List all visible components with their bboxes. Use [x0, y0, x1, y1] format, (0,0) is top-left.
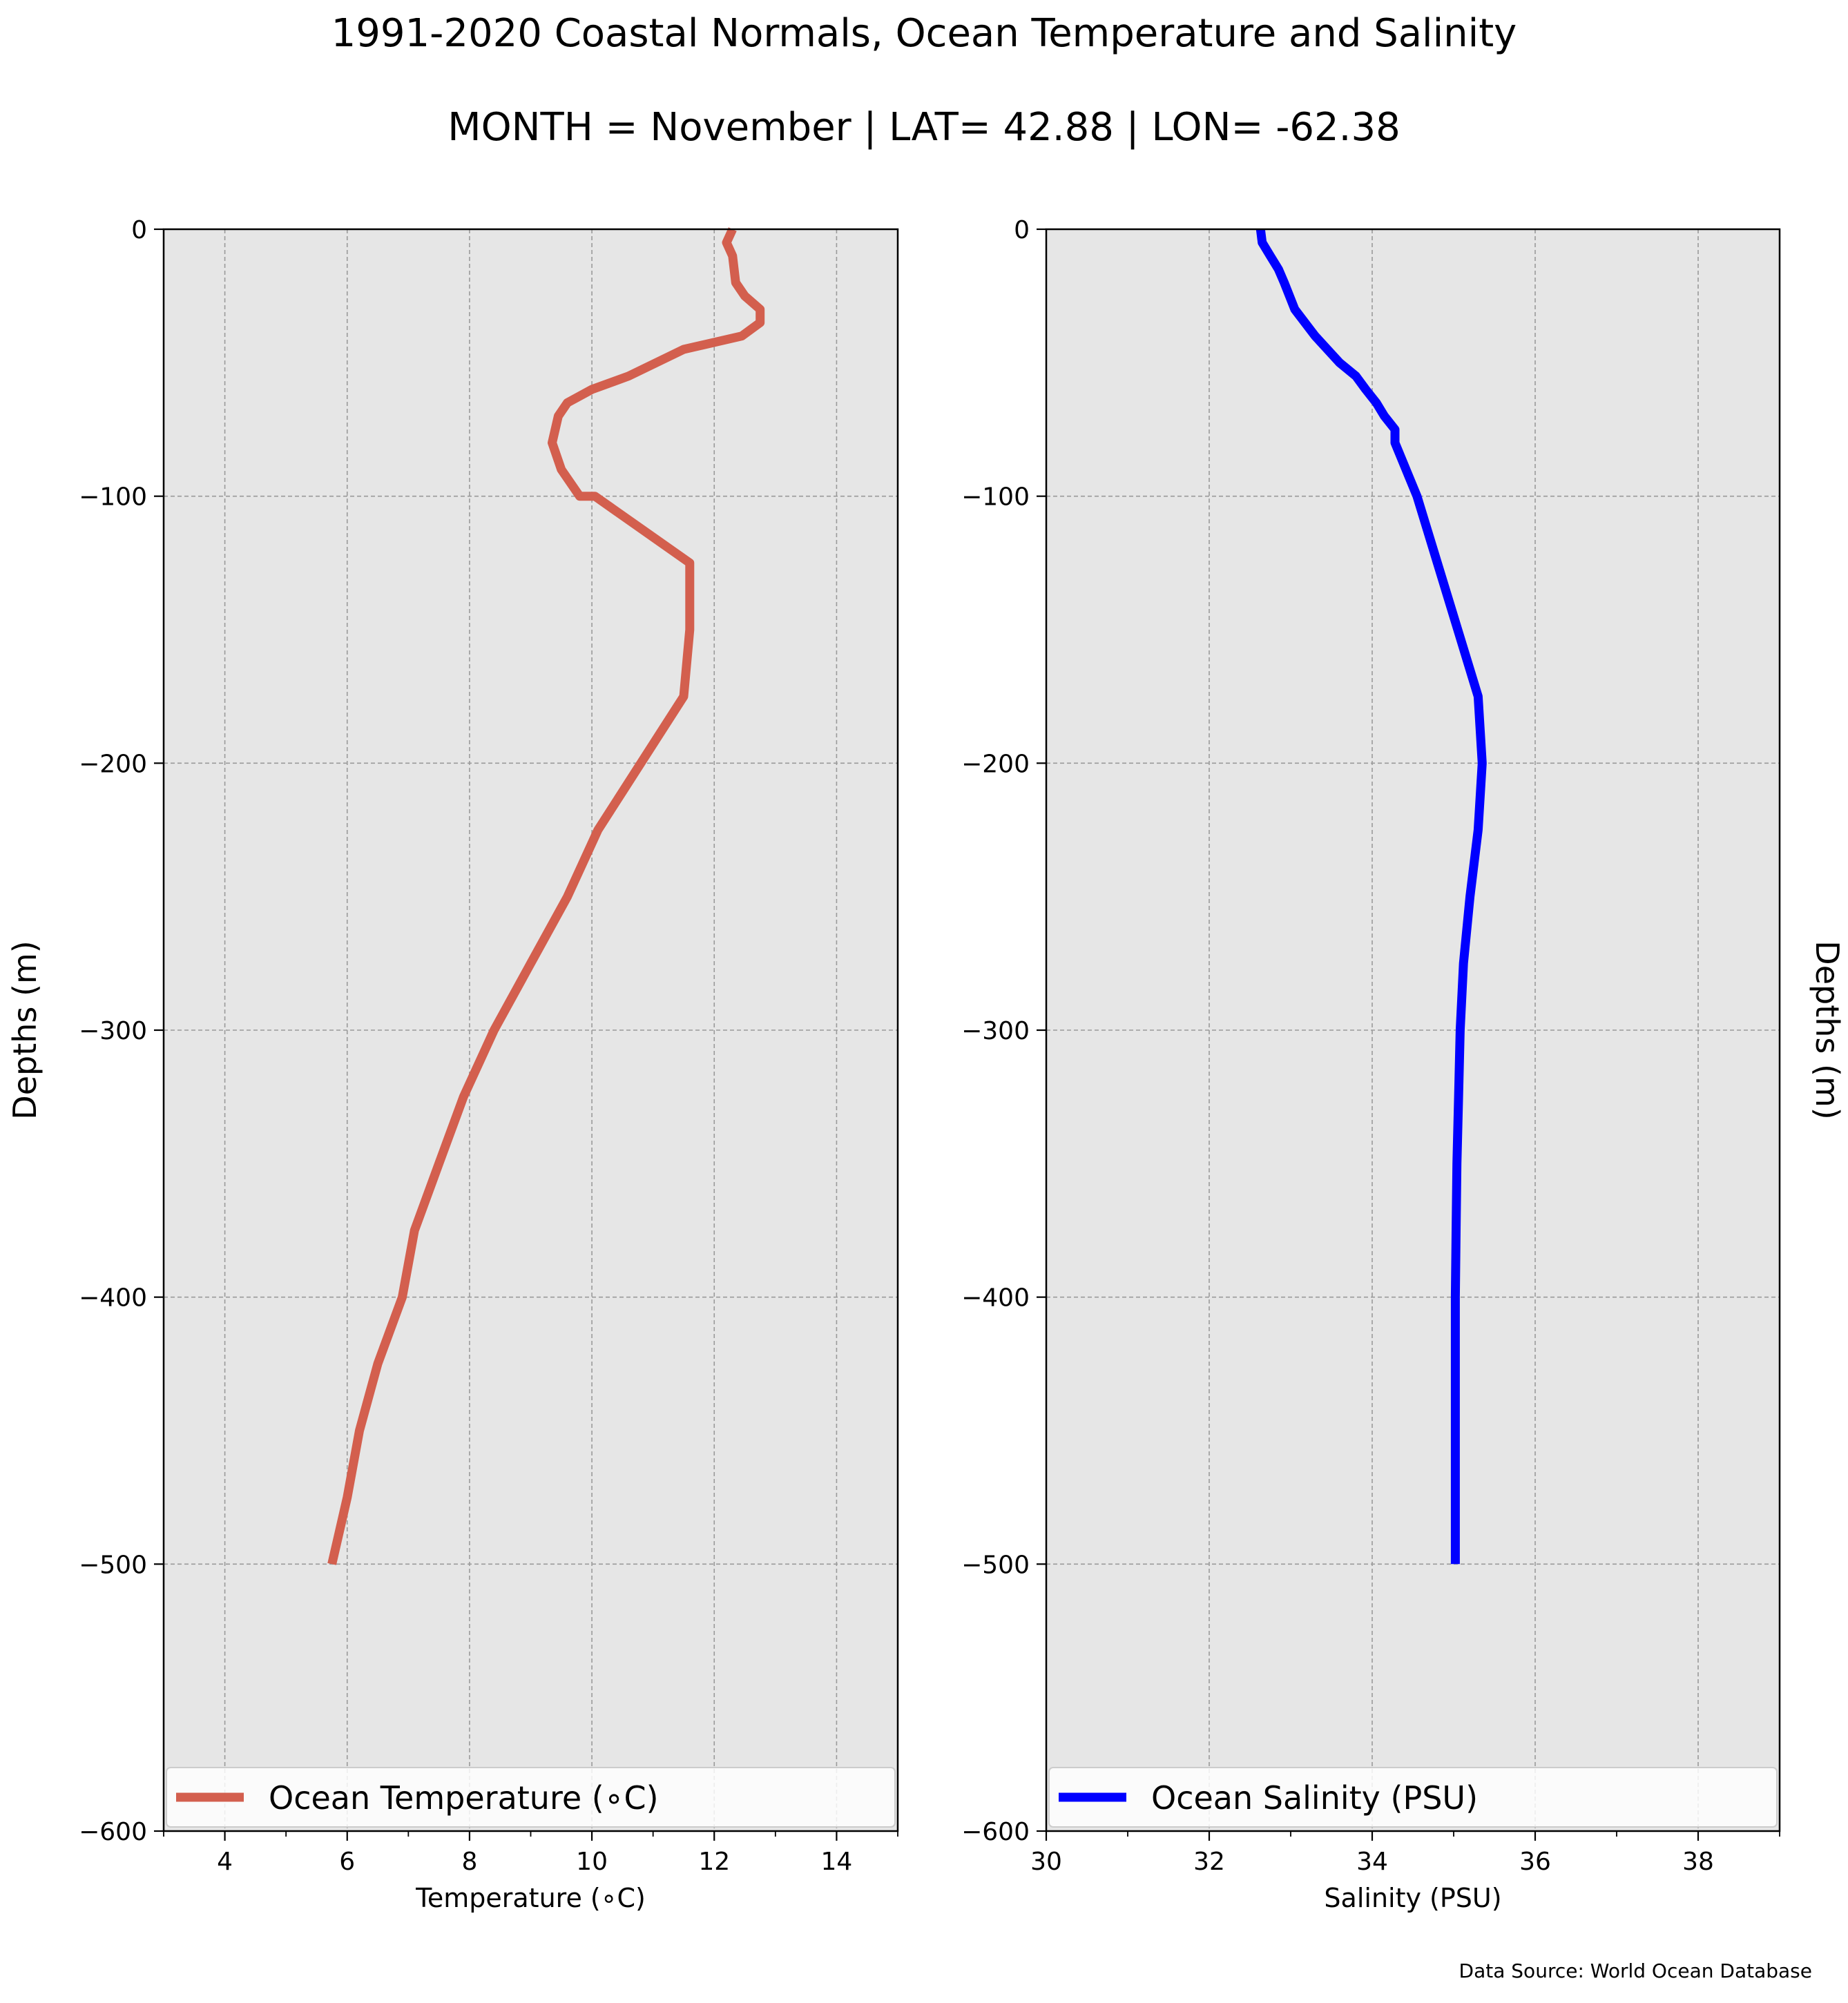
series-line-0 [327, 227, 765, 1565]
y-tick-label: −100 [961, 483, 1030, 512]
x-tick-label: 34 [1356, 1848, 1388, 1876]
x-tick-label: 36 [1519, 1848, 1551, 1876]
y-tick-label: −600 [79, 1818, 147, 1846]
y-tick-label: 0 [131, 216, 147, 244]
y-tick-label: −200 [961, 750, 1030, 778]
x-axis-label: Salinity (PSU) [1324, 1883, 1501, 1913]
x-tick-label: 8 [461, 1848, 477, 1876]
y-tick-label: −600 [961, 1818, 1030, 1846]
x-tick-label: 30 [1030, 1848, 1062, 1876]
legend-label: Ocean Salinity (PSU) [1151, 1779, 1478, 1817]
x-tick-label: 38 [1682, 1848, 1714, 1876]
series-line-0 [1255, 229, 1487, 1565]
y-tick-label: −200 [79, 750, 147, 778]
legend-box [1048, 1767, 1778, 1828]
x-tick-label: 32 [1193, 1848, 1225, 1876]
x-tick-label: 10 [576, 1848, 608, 1876]
legend-label: Ocean Temperature (∘C) [269, 1779, 659, 1817]
y-tick-label: −300 [961, 1017, 1030, 1045]
y-axis-label: Depths (m) [1809, 940, 1846, 1119]
x-tick-label: 6 [339, 1848, 355, 1876]
x-tick-label: 4 [217, 1848, 233, 1876]
x-axis-label: Temperature (∘C) [415, 1883, 646, 1913]
y-tick-label: −100 [79, 483, 147, 512]
salinity-panel: Ocean Salinity (PSU) 30 32 34 36 38 0 −100 −200 −… [961, 216, 1846, 1913]
y-tick-label: −300 [79, 1017, 147, 1045]
figure-title: 1991-2020 Coastal Normals, Ocean Tempera… [331, 11, 1517, 56]
y-tick-label: −500 [79, 1551, 147, 1579]
y-axis-label: Depths (m) [6, 940, 44, 1119]
x-tick-label: 12 [698, 1848, 730, 1876]
figure-subtitle: MONTH = November | LAT= 42.88 | LON= -62… [447, 105, 1401, 150]
x-tick-label: 14 [821, 1848, 853, 1876]
legend-box [166, 1767, 896, 1828]
temperature-panel: Ocean Temperature (∘C) 4 6 8 10 12 14 0 −100 −200… [6, 216, 899, 1913]
y-tick-label: −400 [961, 1284, 1030, 1313]
y-tick-label: −400 [79, 1284, 147, 1313]
y-tick-label: −500 [961, 1551, 1030, 1579]
data-source-note: Data Source: World Ocean Database [1459, 1960, 1812, 1982]
y-tick-label: 0 [1014, 216, 1030, 244]
